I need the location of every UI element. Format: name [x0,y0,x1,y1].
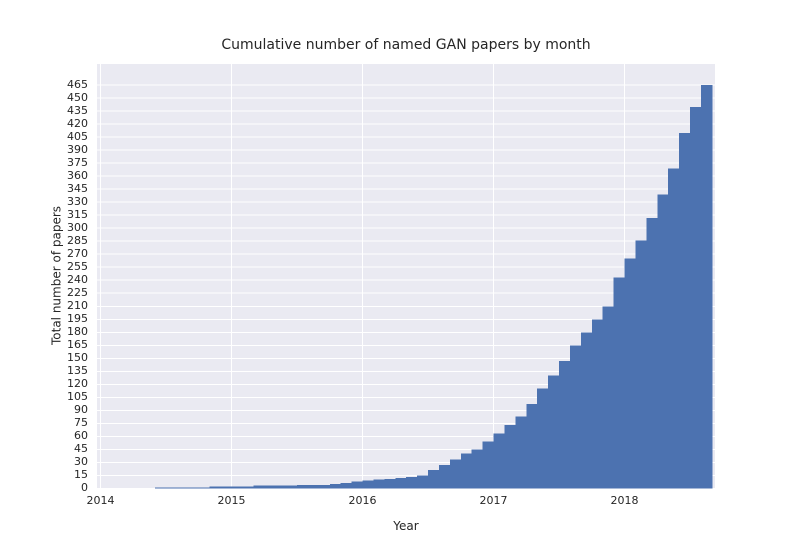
bar [351,481,364,489]
y-tick-label: 390 [67,143,88,157]
bar [406,477,418,489]
y-tick-label: 60 [74,429,88,443]
bar [438,464,451,489]
bar [275,485,287,489]
bar [559,360,571,489]
y-tick-label: 375 [67,156,88,170]
bar [307,484,320,489]
bar [624,258,637,489]
bar [668,168,680,489]
bar [242,486,254,489]
chart-title: Cumulative number of named GAN papers by… [221,37,591,53]
bar [362,480,375,489]
y-tick-label: 435 [67,104,88,118]
x-tick-label: 2014 [86,494,115,507]
bar [602,306,615,489]
y-tick-label: 165 [67,338,88,352]
x-tick-label: 2018 [610,494,639,507]
bar [449,459,462,489]
y-tick-label: 465 [67,78,88,92]
bar [700,85,713,489]
bar [526,404,538,489]
y-axis-label: Total number of papers [49,205,64,346]
plot-area [97,64,715,489]
bar [537,388,549,489]
y-tick-label: 300 [67,221,88,235]
bar [187,487,200,489]
y-tick-label: 255 [67,260,88,274]
bar [373,479,385,489]
bar [580,332,593,489]
bar [264,485,276,489]
y-tick-label: 420 [67,117,88,131]
y-tick-label: 150 [67,351,88,365]
y-tick-label: 180 [67,325,88,339]
bar [493,433,506,489]
bar [340,483,353,489]
bar [253,485,265,489]
bar [460,453,473,489]
bar [220,486,233,489]
y-tick-label: 105 [67,390,88,404]
bar [198,487,211,489]
bar [176,487,189,489]
bar [482,441,495,489]
bar [679,132,691,489]
bar [613,277,626,489]
bar [166,487,178,489]
y-tick-label: 345 [67,182,88,196]
bar [690,106,702,489]
y-tick-label: 90 [74,403,88,417]
bar [471,449,484,489]
y-tick-label: 240 [67,273,88,287]
bar [591,319,604,489]
bar [504,425,516,489]
bar [417,475,429,489]
y-tick-label: 45 [74,442,88,456]
bar [646,217,658,489]
y-tick-label: 285 [67,234,88,248]
y-tick-label: 315 [67,208,88,222]
bar [635,240,647,489]
bar [297,484,309,489]
y-tick-label: 75 [74,416,88,430]
bar [231,486,244,489]
y-tick-label: 0 [81,481,88,495]
bar [329,483,342,489]
y-tick-label: 195 [67,312,88,326]
bar [428,470,440,489]
bar [318,484,331,489]
x-tick-label: 2016 [348,494,377,507]
y-tick-label: 270 [67,247,88,261]
bar [569,345,582,489]
bar [395,477,407,489]
y-tick-label: 330 [67,195,88,209]
y-tick-label: 405 [67,130,88,144]
x-axis-label: Year [393,519,419,533]
bar [657,194,669,489]
x-tick-label: 2015 [217,494,246,507]
y-tick-label: 135 [67,364,88,378]
bar [384,478,396,489]
bar [548,375,560,489]
y-tick-label: 30 [74,455,88,469]
bar [155,487,167,489]
bar [286,485,298,489]
bars [155,85,713,489]
y-tick-label: 210 [67,299,88,313]
y-tick-label: 450 [67,91,88,105]
y-tick-label: 360 [67,169,88,183]
bar [515,416,527,489]
y-tick-label: 15 [74,468,88,482]
y-tick-label: 225 [67,286,88,300]
x-tick-label: 2017 [479,494,508,507]
bar [209,486,222,489]
y-tick-label: 120 [67,377,88,391]
